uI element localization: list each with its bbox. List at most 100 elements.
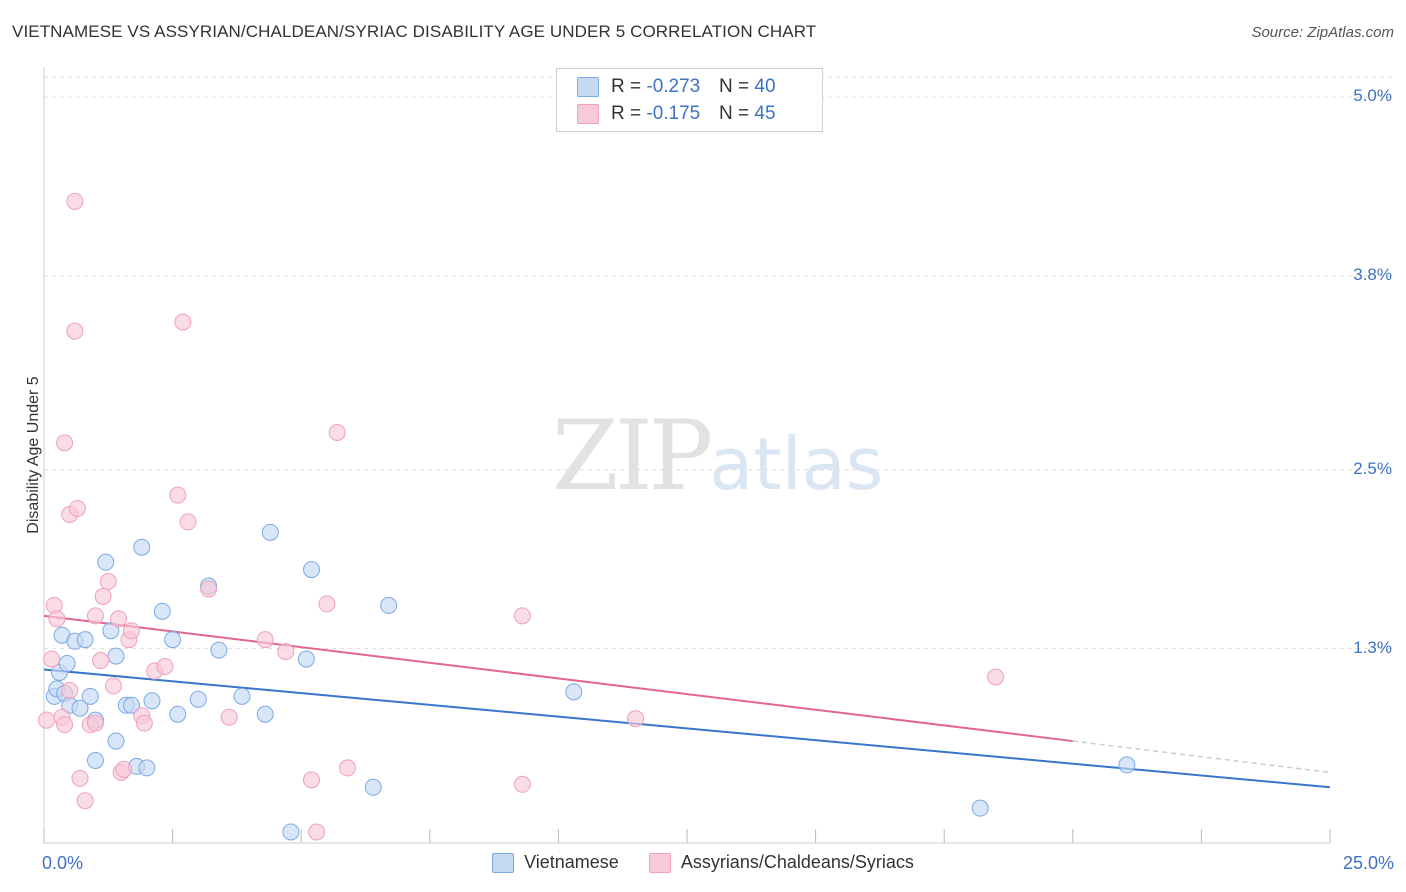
legend-row-assyrians: R = -0.175 N = 45 bbox=[577, 102, 776, 126]
point-vietnamese bbox=[107, 647, 125, 665]
r-value-assyrians: -0.175 bbox=[646, 103, 701, 124]
point-assyrians bbox=[277, 643, 295, 661]
point-assyrians bbox=[43, 650, 61, 668]
point-vietnamese bbox=[153, 602, 171, 620]
point-vietnamese bbox=[261, 523, 279, 541]
point-vietnamese bbox=[364, 778, 382, 796]
point-vietnamese bbox=[380, 596, 398, 614]
point-vietnamese bbox=[164, 631, 182, 649]
point-vietnamese bbox=[58, 655, 76, 673]
point-assyrians bbox=[104, 677, 122, 695]
point-vietnamese bbox=[107, 732, 125, 750]
point-assyrians bbox=[86, 607, 104, 625]
point-vietnamese bbox=[282, 823, 300, 841]
point-assyrians bbox=[318, 595, 336, 613]
legend-swatch-assyrians bbox=[648, 852, 671, 873]
point-vietnamese bbox=[138, 759, 156, 777]
legend-label-vietnamese: Vietnamese bbox=[524, 852, 619, 872]
source-label: Source: ZipAtlas.com bbox=[1251, 24, 1394, 41]
y-tick-label: 1.3% bbox=[1353, 637, 1392, 657]
point-assyrians bbox=[200, 580, 218, 598]
point-vietnamese bbox=[256, 705, 274, 723]
point-assyrians bbox=[513, 775, 531, 793]
trend-line-vietnamese bbox=[43, 668, 1331, 789]
y-tick-label: 5.0% bbox=[1353, 86, 1392, 105]
y-tick-label: 2.5% bbox=[1353, 458, 1392, 478]
point-assyrians bbox=[156, 658, 174, 676]
point-assyrians bbox=[99, 573, 117, 591]
n-value-vietnamese: 40 bbox=[754, 76, 776, 97]
watermark-logo: ZIPatlas bbox=[552, 400, 884, 512]
point-assyrians bbox=[56, 434, 74, 452]
legend-item-assyrians[interactable]: Assyrians/Chaldeans/Syriacs bbox=[648, 852, 914, 873]
point-assyrians bbox=[513, 607, 531, 625]
point-assyrians bbox=[110, 610, 128, 628]
legend-item-vietnamese[interactable]: Vietnamese bbox=[492, 852, 619, 873]
point-assyrians bbox=[987, 668, 1005, 686]
point-assyrians bbox=[76, 792, 94, 810]
x-tick-label-min: 0.0% bbox=[42, 853, 84, 873]
point-assyrians bbox=[66, 322, 84, 340]
point-vietnamese bbox=[297, 650, 315, 668]
point-assyrians bbox=[220, 708, 238, 726]
point-assyrians bbox=[169, 486, 187, 504]
point-assyrians bbox=[48, 610, 66, 628]
point-vietnamese bbox=[143, 692, 161, 710]
axes bbox=[43, 67, 1331, 844]
legend-swatch-vietnamese bbox=[577, 77, 599, 97]
legend-swatch-vietnamese bbox=[492, 852, 515, 873]
point-assyrians bbox=[135, 714, 153, 732]
chart-title: VIETNAMESE VS ASSYRIAN/CHALDEAN/SYRIAC D… bbox=[12, 22, 817, 41]
point-vietnamese bbox=[133, 538, 151, 556]
point-assyrians bbox=[115, 760, 133, 778]
point-vietnamese bbox=[302, 561, 320, 579]
gridlines bbox=[44, 76, 1392, 650]
point-assyrians bbox=[66, 192, 84, 210]
trend-line-assyrians-extension bbox=[1072, 740, 1331, 774]
data-points bbox=[38, 192, 1136, 841]
point-assyrians bbox=[122, 622, 140, 640]
point-assyrians bbox=[174, 313, 192, 331]
point-assyrians bbox=[61, 681, 79, 699]
point-vietnamese bbox=[1118, 756, 1136, 774]
point-assyrians bbox=[68, 499, 86, 517]
point-vietnamese bbox=[210, 641, 228, 659]
point-assyrians bbox=[179, 513, 197, 531]
point-assyrians bbox=[71, 769, 89, 787]
legend-row-vietnamese: R = -0.273 N = 40 bbox=[577, 75, 776, 99]
point-assyrians bbox=[308, 823, 326, 841]
point-assyrians bbox=[256, 631, 274, 649]
point-vietnamese bbox=[233, 687, 251, 705]
point-assyrians bbox=[86, 714, 104, 732]
point-assyrians bbox=[338, 759, 356, 777]
point-vietnamese bbox=[76, 631, 94, 649]
x-tick-label-max: 25.0% bbox=[1342, 853, 1394, 873]
point-vietnamese bbox=[71, 699, 89, 717]
point-vietnamese bbox=[565, 683, 583, 701]
point-assyrians bbox=[94, 587, 112, 605]
n-value-assyrians: 45 bbox=[754, 103, 776, 124]
point-vietnamese bbox=[971, 799, 989, 817]
point-assyrians bbox=[328, 423, 346, 441]
point-assyrians bbox=[92, 652, 110, 670]
y-tick-label: 3.8% bbox=[1353, 264, 1392, 284]
point-vietnamese bbox=[86, 751, 104, 769]
point-vietnamese bbox=[122, 696, 140, 714]
point-assyrians bbox=[627, 710, 645, 728]
trend-lines bbox=[43, 614, 1331, 789]
point-vietnamese bbox=[169, 705, 187, 723]
stats-legend: R = -0.273 N = 40 R = -0.175 N = 45 bbox=[556, 68, 823, 132]
point-assyrians bbox=[56, 716, 74, 734]
series-legend: Vietnamese Assyrians/Chaldeans/Syriacs bbox=[0, 852, 1406, 873]
legend-label-assyrians: Assyrians/Chaldeans/Syriacs bbox=[680, 852, 914, 872]
point-vietnamese bbox=[189, 690, 207, 708]
r-value-vietnamese: -0.273 bbox=[646, 76, 701, 97]
legend-swatch-assyrians bbox=[577, 104, 599, 124]
point-vietnamese bbox=[81, 687, 99, 705]
point-vietnamese bbox=[97, 553, 115, 571]
trend-line-assyrians bbox=[43, 614, 1073, 743]
point-assyrians bbox=[302, 771, 320, 789]
point-assyrians bbox=[38, 711, 56, 729]
point-vietnamese bbox=[102, 622, 120, 640]
